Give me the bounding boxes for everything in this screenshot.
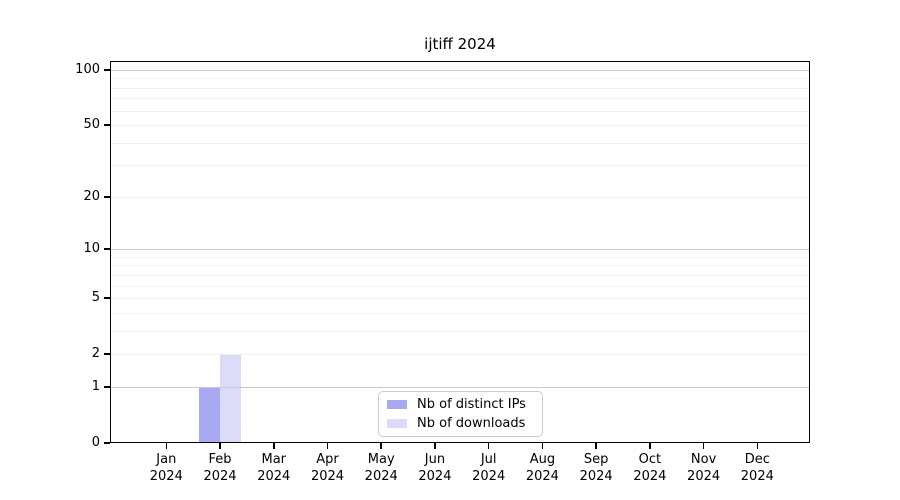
legend-swatch-downloads — [387, 419, 407, 428]
gridline-minor — [110, 285, 810, 287]
plot-area — [110, 61, 810, 443]
x-tick — [649, 443, 651, 449]
x-tick — [595, 443, 597, 449]
gridline-major — [110, 249, 810, 251]
gridline-minor — [110, 256, 810, 258]
x-tick-label-mar: Mar 2024 — [257, 452, 291, 484]
x-tick-label-dec: Dec 2024 — [740, 452, 774, 484]
gridline-minor — [110, 98, 810, 100]
x-tick — [380, 443, 382, 449]
y-tick-label: 100 — [75, 62, 100, 77]
x-tick — [702, 443, 705, 449]
y-tick — [104, 297, 110, 299]
gridline-minor — [110, 354, 810, 356]
gridline-major — [110, 70, 810, 71]
y-tick — [104, 124, 110, 126]
chart-title: ijtiff 2024 — [424, 35, 496, 53]
x-tick — [326, 443, 329, 449]
x-tick-label-may: May 2024 — [364, 452, 398, 484]
x-tick-label-sep: Sep 2024 — [579, 452, 613, 484]
gridline-minor — [110, 87, 810, 89]
x-tick-label-nov: Nov 2024 — [687, 452, 721, 484]
y-tick — [104, 353, 110, 355]
plot-frame — [110, 61, 810, 443]
y-tick-label: 5 — [91, 290, 100, 306]
legend: Nb of distinct IPs Nb of downloads — [378, 391, 543, 437]
y-tick-label: 50 — [83, 117, 100, 133]
y-tick-label: 20 — [83, 188, 100, 204]
gridline-minor — [110, 165, 810, 167]
y-tick — [104, 442, 110, 444]
gridline-minor — [110, 298, 810, 300]
gridline-minor — [110, 142, 810, 144]
x-tick-label-oct: Oct 2024 — [633, 452, 667, 484]
bar-feb-series0 — [199, 386, 221, 443]
y-tick-label: 2 — [91, 346, 100, 362]
y-tick-label: 1 — [91, 378, 100, 394]
y-tick — [104, 196, 110, 198]
y-tick — [104, 69, 110, 71]
gridline-major — [110, 386, 810, 388]
x-tick-label-aug: Aug 2024 — [525, 452, 559, 484]
legend-item-downloads: Nb of downloads — [387, 414, 534, 433]
gridline-minor — [110, 196, 810, 198]
y-tick — [104, 248, 110, 250]
x-tick-label-jun: Jun 2024 — [418, 452, 452, 484]
x-tick-label-jan: Jan 2024 — [149, 452, 183, 484]
x-tick-label-apr: Apr 2024 — [310, 452, 345, 484]
x-tick-label-jul: Jul 2024 — [472, 452, 506, 484]
bar-feb-series1 — [220, 354, 242, 443]
x-tick — [541, 443, 544, 449]
y-tick — [104, 386, 110, 388]
x-tick — [273, 443, 275, 449]
y-tick-label: 0 — [91, 435, 100, 450]
x-tick — [756, 443, 759, 449]
legend-item-distinct-ips: Nb of distinct IPs — [387, 395, 534, 414]
x-tick — [219, 443, 221, 449]
gridline-minor — [110, 125, 810, 127]
gridline-minor — [110, 265, 810, 267]
x-tick — [165, 443, 168, 449]
gridline-minor — [110, 110, 810, 112]
y-tick-label: 10 — [83, 241, 100, 257]
x-tick — [434, 443, 436, 449]
gridline-minor — [110, 78, 810, 80]
gridline-minor — [110, 312, 810, 314]
legend-label-distinct-ips: Nb of distinct IPs — [417, 397, 526, 412]
x-tick-label-feb: Feb 2024 — [203, 452, 237, 484]
legend-swatch-distinct-ips — [387, 400, 407, 409]
x-tick — [487, 443, 490, 449]
legend-label-downloads: Nb of downloads — [417, 416, 526, 431]
gridline-minor — [110, 274, 810, 276]
gridline-minor — [110, 330, 810, 332]
